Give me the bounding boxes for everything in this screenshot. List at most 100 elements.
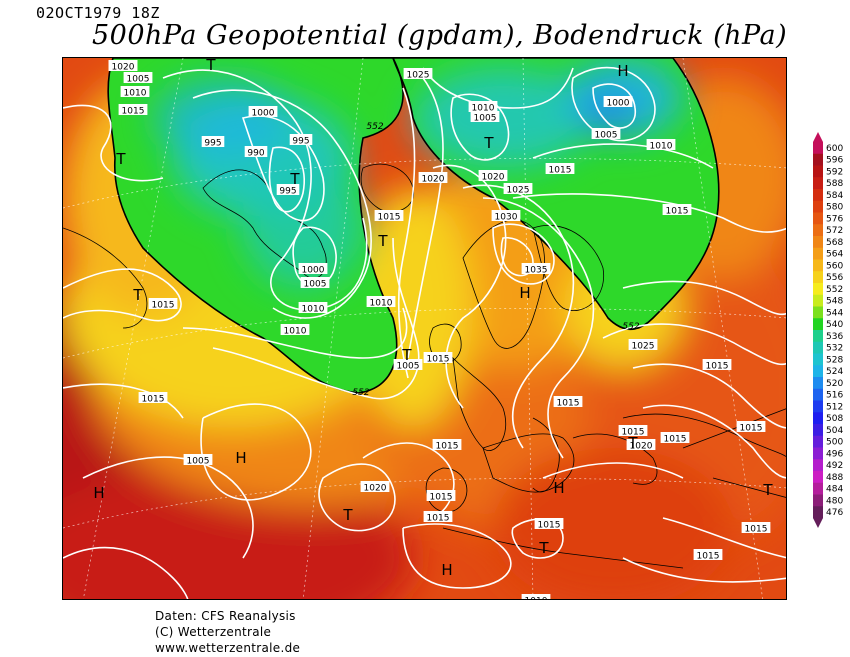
isobar-label: 1010 [280, 324, 310, 337]
legend-label: 592 [826, 167, 843, 177]
svg-text:1030: 1030 [495, 213, 518, 223]
low-pressure-center: T [342, 506, 353, 524]
svg-text:1015: 1015 [427, 514, 450, 524]
legend-swatch [813, 341, 823, 354]
geopotential-label: 552 [366, 122, 383, 132]
legend-label: 544 [826, 308, 843, 318]
isobar-label: 1005 [300, 277, 330, 290]
isobar-label: 1010 [646, 139, 676, 152]
svg-text:1025: 1025 [632, 342, 655, 352]
legend-swatch [813, 447, 823, 460]
legend-label: 576 [826, 214, 843, 224]
legend-label: 476 [826, 508, 843, 518]
svg-text:1010: 1010 [370, 299, 393, 309]
isobar-label: 995 [201, 136, 225, 149]
svg-text:1015: 1015 [622, 428, 645, 438]
isobar-label: 995 [289, 134, 313, 147]
svg-text:1005: 1005 [127, 75, 150, 85]
low-pressure-center: T [401, 346, 412, 364]
svg-text:1025: 1025 [507, 186, 530, 196]
isobar-label: 1015 [736, 421, 766, 434]
isobar-label: 1005 [393, 359, 423, 372]
legend-swatch [813, 177, 823, 190]
legend-swatch [813, 471, 823, 484]
legend-label: 600 [826, 144, 843, 154]
low-pressure-center: T [289, 170, 300, 188]
isobar-label: 1020 [626, 439, 656, 452]
isobar-label: 1015 [534, 518, 564, 531]
isobar-label: 1005 [183, 454, 213, 467]
high-pressure-center: H [93, 484, 104, 502]
legend-label: 500 [826, 438, 843, 448]
legend-swatch [813, 482, 823, 495]
legend-swatch [813, 388, 823, 401]
website: www.wetterzentrale.de [155, 641, 301, 655]
legend-swatch [813, 318, 823, 331]
svg-text:1020: 1020 [482, 173, 505, 183]
legend-label: 584 [826, 191, 843, 201]
pressure-labels: 1000100510101015100099599599099510001005… [108, 60, 771, 601]
svg-text:1010: 1010 [472, 104, 495, 114]
high-pressure-center: H [235, 449, 246, 467]
legend-label: 496 [826, 449, 843, 459]
legend-swatch [813, 306, 823, 319]
isobar-label: 1010 [298, 302, 328, 315]
isobar-label: 1020 [360, 481, 390, 494]
isobar-label: 1020 [478, 170, 508, 183]
legend-arrow-bottom [813, 518, 823, 528]
legend-label: 572 [826, 226, 843, 236]
legend-label: 556 [826, 273, 843, 283]
legend-swatch [813, 400, 823, 413]
geopotential-labels: 552 552 552 [352, 122, 639, 398]
isobar-label: 1010 [366, 296, 396, 309]
legend-label: 524 [826, 367, 843, 377]
svg-text:1015: 1015 [664, 435, 687, 445]
legend-label: 580 [826, 203, 843, 213]
svg-text:1015: 1015 [378, 213, 401, 223]
legend-swatch [813, 224, 823, 237]
low-pressure-center: T [762, 481, 773, 499]
legend-swatch [813, 153, 823, 166]
svg-text:1005: 1005 [397, 362, 420, 372]
legend-swatch [813, 247, 823, 260]
isobar-label: 995 [276, 184, 300, 197]
svg-text:1020: 1020 [630, 442, 653, 452]
isobar-label: 1015 [374, 210, 404, 223]
isobar-label: 1015 [423, 511, 453, 524]
isobars [63, 66, 786, 599]
color-legend: 600 596 592 588 584 580 576 572 568 564 560 556 552 5… [810, 130, 850, 530]
svg-text:1015: 1015 [152, 301, 175, 311]
legend-swatch [813, 506, 823, 519]
svg-text:1010: 1010 [525, 597, 548, 601]
legend-label: 520 [826, 379, 843, 389]
isobar-label: 1015 [660, 432, 690, 445]
isobar-label: 990 [244, 146, 268, 159]
low-pressure-center: T [377, 232, 388, 250]
isobar-label: 1025 [628, 339, 658, 352]
isobar-label: 1000 [298, 263, 328, 276]
low-pressure-center: T [483, 134, 494, 152]
legend-swatch [813, 142, 823, 155]
isobar-label: 1020 [108, 60, 138, 73]
svg-text:1005: 1005 [187, 457, 210, 467]
legend-label: 512 [826, 402, 843, 412]
isobar-label: 1015 [702, 359, 732, 372]
legend-label: 568 [826, 238, 843, 248]
svg-text:995: 995 [279, 187, 296, 197]
isobar-label: 1010 [521, 594, 551, 601]
geopotential-label: 552 [622, 322, 639, 332]
legend-label: 504 [826, 426, 843, 436]
svg-text:1005: 1005 [474, 114, 497, 124]
chart-title: 500hPa Geopotential (gpdam), Bodendruck … [92, 20, 788, 51]
date-label: 02OCT1979 18Z [36, 4, 160, 22]
isobar-label: 1015 [545, 163, 575, 176]
legend-label: 548 [826, 297, 843, 307]
svg-text:1010: 1010 [284, 327, 307, 337]
isobar-label: 1005 [591, 128, 621, 141]
isobar-label: 1000 [248, 106, 278, 119]
svg-text:1005: 1005 [595, 131, 618, 141]
svg-text:1000: 1000 [302, 266, 325, 276]
legend-label: 516 [826, 391, 843, 401]
legend-arrow-top [813, 132, 823, 142]
legend-swatch [813, 330, 823, 343]
